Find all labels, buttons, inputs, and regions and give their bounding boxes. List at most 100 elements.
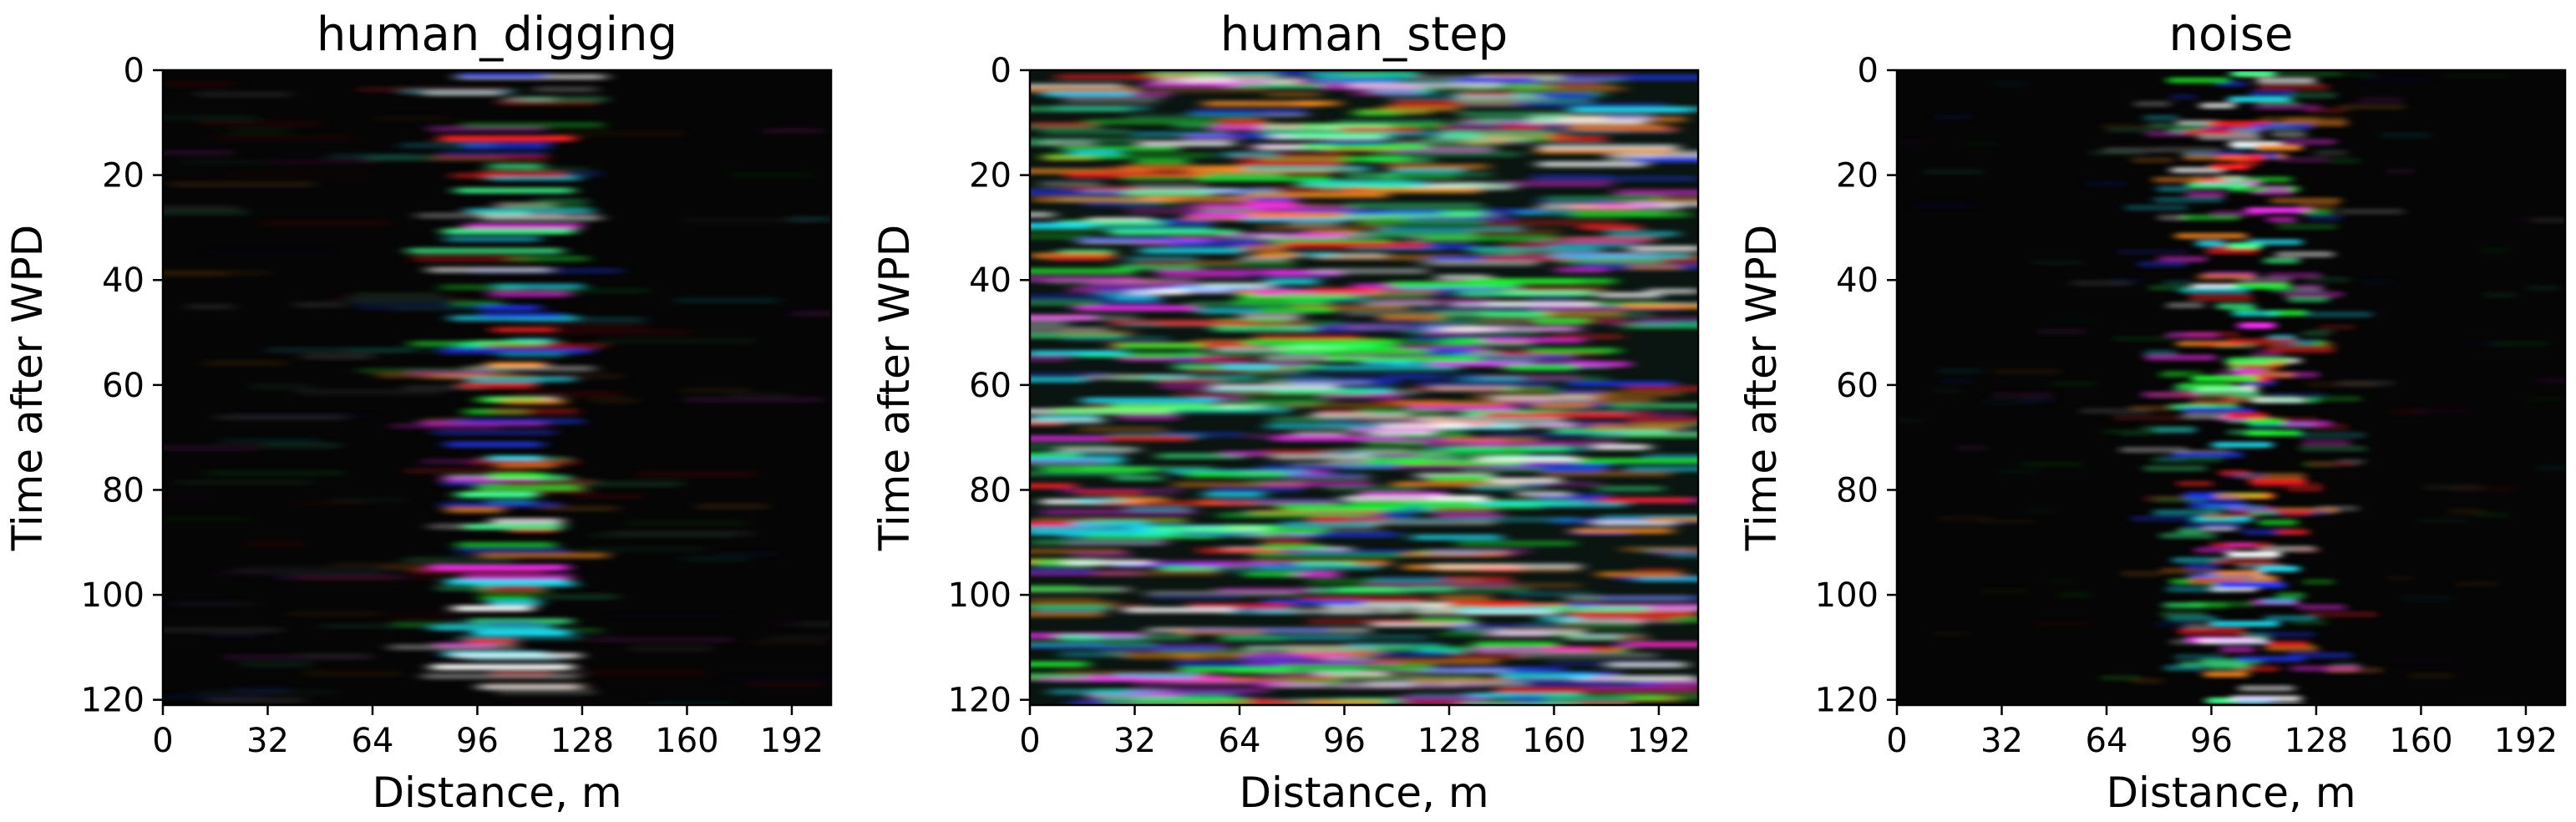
y-tick-label: 80 [1836,471,1879,510]
y-tick-label: 100 [1815,576,1879,615]
heatmap-streak [799,622,831,628]
heatmap-streak [1541,310,1625,317]
heatmap-streak [1030,314,1137,321]
heatmap-streak [1339,126,1421,133]
heatmap-streak [2036,327,2087,335]
heatmap-streak [1872,140,1928,145]
heatmap-streak [1992,368,2061,375]
heatmap-streak [1261,538,1309,545]
heatmap-streak [1538,92,1595,99]
heatmap-streak [2252,397,2305,403]
heatmap-streak [519,96,608,103]
heatmap-streak [1348,82,1503,89]
heatmap-streak [1285,634,1428,641]
chart-title: human_step [1220,8,1508,62]
heatmap-streak [1220,363,1277,371]
heatmap-streak [1042,91,1135,98]
heatmap-streak [1417,616,1473,623]
heatmap-streak [2211,441,2273,449]
heatmap-streak [1592,444,1651,450]
heatmap-streak [1458,111,1571,118]
heatmap-streak [2266,641,2310,647]
heatmap-streak [1932,631,1973,637]
heatmap-streak [260,442,343,449]
heatmap-streak [2085,180,2129,187]
y-tick-label: 20 [969,157,1012,195]
heatmap-streak [2297,432,2366,439]
heatmap-streak [722,676,848,682]
heatmap-streak [673,297,780,304]
heatmap-streak [444,236,541,242]
heatmap-streak [1433,594,1492,601]
heatmap-streak [2266,216,2296,223]
heatmap-streak [508,203,587,210]
heatmap-streak [1453,94,1551,101]
heatmap-streak [222,170,373,178]
heatmap-streak [173,479,316,486]
heatmap-streak [1233,298,1331,306]
heatmap-streak [2173,653,2227,661]
heatmap-streak [1111,295,1160,302]
heatmap-streak [1244,191,1388,198]
heatmap-streak [1456,540,1576,547]
heatmap-streak [1387,171,1493,178]
heatmap-streak [1991,392,2053,398]
heatmap-streak [1194,356,1252,363]
heatmap-streak [1324,608,1372,615]
heatmap-streak [1245,338,1398,346]
heatmap-streak [2417,517,2467,524]
heatmap-streak [2137,261,2188,267]
heatmap-streak [2388,408,2429,415]
heatmap-streak [2129,405,2170,412]
heatmap-streak [2301,439,2351,446]
heatmap-streak [2186,182,2249,189]
x-tick-label: 32 [1980,722,2023,760]
heatmap-streak [1057,196,1167,203]
heatmap-streak [2269,197,2341,204]
heatmap-streak [1345,517,1456,524]
heatmap-streak [728,171,813,179]
heatmap-streak [2177,528,2204,535]
heatmap-streak [163,601,236,607]
heatmap-streak [1587,688,1698,694]
heatmap-streak [1432,422,1575,429]
heatmap-streak [1575,458,1698,464]
heatmap-streak [1288,221,1339,228]
heatmap-streak [1093,286,1156,292]
heatmap-cells [163,72,848,705]
x-tick-label: 192 [2494,722,2558,760]
y-tick-label: 20 [1836,157,1879,195]
heatmap-streak [1537,144,1679,150]
heatmap-streak [1123,606,1236,613]
heatmap-streak [1596,292,1662,298]
heatmap-streak [296,652,371,659]
heatmap-streak [455,541,556,548]
heatmap-streak [2478,246,2512,254]
heatmap-streak [2173,451,2244,459]
heatmap-streak [1430,360,1530,368]
heatmap-streak [2183,407,2254,414]
y-tick-label: 0 [124,52,145,90]
heatmap-streak [2185,522,2244,530]
heatmap-streak [1030,483,1077,490]
x-tick-label: 160 [1522,722,1585,760]
heatmap-streak [2388,658,2460,664]
heatmap-streak [229,128,289,134]
heatmap-streak [2156,185,2189,192]
heatmap-streak [1320,345,1407,353]
heatmap-streak [545,287,650,294]
heatmap-streak [2198,637,2268,644]
heatmap-streak [1069,150,1121,156]
heatmap-streak [232,566,383,574]
heatmap-streak [1131,184,1206,190]
heatmap-streak [1483,412,1626,419]
heatmap-streak [2204,505,2266,511]
x-tick-label: 32 [246,722,289,760]
heatmap-streak [2230,128,2260,134]
heatmap-streak [2275,529,2310,535]
heatmap-streak [2264,257,2300,264]
heatmap-streak [2150,457,2223,464]
heatmap-streak [2304,277,2351,283]
heatmap-streak [1283,241,1428,248]
heatmap-streak [1030,326,1108,332]
